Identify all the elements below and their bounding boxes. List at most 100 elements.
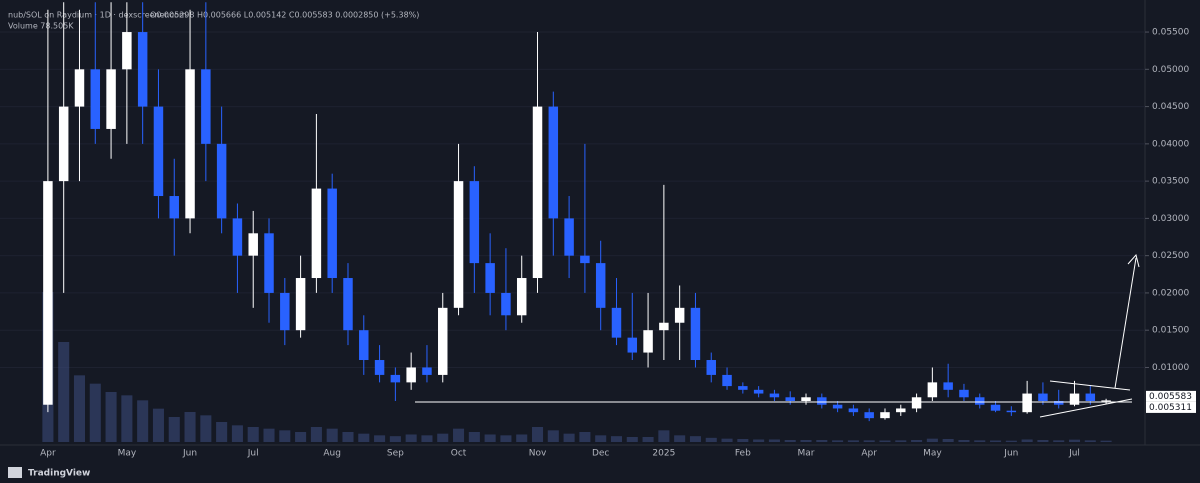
y-tick-label: 0.03000 xyxy=(1152,214,1189,224)
volume-bar xyxy=(437,433,449,442)
candle-body xyxy=(564,218,574,256)
volume-bar xyxy=(279,430,291,442)
volume-bar xyxy=(847,440,859,442)
candle-body xyxy=(169,196,179,219)
price-label-box xyxy=(1146,401,1196,413)
candle-body xyxy=(674,307,685,323)
candle-body xyxy=(248,233,258,256)
candle-body xyxy=(327,188,337,279)
volume-bar xyxy=(73,375,86,442)
candle-body xyxy=(959,389,969,398)
volume-bar xyxy=(753,439,765,442)
candle-body xyxy=(58,106,69,182)
volume-bar xyxy=(674,435,686,442)
y-tick-label: 0.05000 xyxy=(1152,65,1189,75)
volume-bar xyxy=(705,437,717,442)
volume-bar xyxy=(911,440,923,442)
volume-bar xyxy=(231,425,243,442)
brand-logo xyxy=(8,467,22,478)
candle-body xyxy=(690,307,701,361)
candle-body xyxy=(817,397,827,405)
price-label-box xyxy=(1146,390,1196,402)
volume-bar xyxy=(863,440,875,442)
ohlc-text: O0.005298 H0.005666 L0.005142 C0.005583 … xyxy=(150,11,419,20)
x-tick-label: 2025 xyxy=(652,449,675,459)
candle-body xyxy=(137,32,148,107)
candle-body xyxy=(343,278,353,331)
volume-bar xyxy=(721,438,733,442)
volume-bar xyxy=(216,422,228,442)
volume-bar xyxy=(563,433,575,442)
x-tick-label: May xyxy=(118,449,137,459)
candle-body xyxy=(359,330,369,361)
candle-body xyxy=(232,218,243,256)
candle-body xyxy=(595,263,606,308)
y-tick-label: 0.04000 xyxy=(1152,139,1189,149)
volume-bar xyxy=(358,433,370,442)
arrow-head xyxy=(1127,253,1140,268)
arrow-shaft xyxy=(1114,257,1137,389)
candle-body xyxy=(185,69,195,219)
plot xyxy=(0,2,1145,442)
candle-body xyxy=(74,69,85,107)
volume-bar xyxy=(768,439,780,442)
y-tick-label: 0.02000 xyxy=(1152,288,1189,298)
y-tick-label: 0.02500 xyxy=(1152,251,1189,261)
candle-body xyxy=(216,143,227,219)
volume-bar xyxy=(247,427,259,442)
drawings xyxy=(415,253,1140,418)
volume-label: Volume 78.505K xyxy=(8,22,74,31)
candle-body xyxy=(990,404,1001,411)
volume-bar xyxy=(184,412,196,442)
volume-bar xyxy=(595,435,607,442)
x-tick-label: Oct xyxy=(451,449,467,459)
candle-body xyxy=(422,367,432,375)
x-tick-label: Jul xyxy=(1068,449,1080,459)
y-tick-label: 0.04500 xyxy=(1152,102,1189,112)
candle-body xyxy=(1101,400,1111,402)
candle-body xyxy=(627,337,638,353)
y-tick-label: 0.05500 xyxy=(1152,28,1189,38)
candle-body xyxy=(453,181,464,308)
candle-body xyxy=(43,181,53,405)
candle-body xyxy=(706,360,716,375)
x-tick-label: Apr xyxy=(861,449,877,459)
volume-bar xyxy=(468,432,480,442)
volume-bar xyxy=(1053,440,1065,442)
volume-bar xyxy=(200,415,212,442)
volume-bar xyxy=(152,408,164,442)
volume-bar xyxy=(121,395,133,442)
candle-body xyxy=(911,397,922,409)
candle-body xyxy=(485,263,495,293)
volume-bar xyxy=(295,432,307,442)
candle-body xyxy=(106,69,116,129)
candle-body xyxy=(975,397,985,405)
volume-bar xyxy=(531,427,544,442)
volume-bar xyxy=(958,440,970,442)
volume-bar xyxy=(642,437,654,442)
candle-body xyxy=(943,382,953,390)
candle-body xyxy=(643,330,653,353)
candle-body xyxy=(374,360,385,375)
triangle-lower xyxy=(1039,398,1133,418)
candle-body xyxy=(1069,393,1080,405)
candle-body xyxy=(153,106,164,197)
volume-bar xyxy=(974,440,986,442)
candle-body xyxy=(1006,410,1017,413)
candle-body xyxy=(738,386,748,390)
y-tick-label: 0.03500 xyxy=(1152,177,1189,187)
volume-bar xyxy=(89,383,101,442)
x-tick-label: Mar xyxy=(798,449,815,459)
candle-body xyxy=(90,69,101,129)
volume-bar xyxy=(547,430,559,442)
candle-body xyxy=(611,307,622,338)
volume-bar xyxy=(310,427,322,442)
volume-bar xyxy=(58,342,70,442)
candle-body xyxy=(311,188,322,279)
volume-bar xyxy=(342,432,354,442)
volume-bar xyxy=(105,392,117,442)
volume-bar xyxy=(137,400,149,442)
x-tick-label: Jun xyxy=(1003,449,1018,459)
volume-bar xyxy=(500,435,512,442)
